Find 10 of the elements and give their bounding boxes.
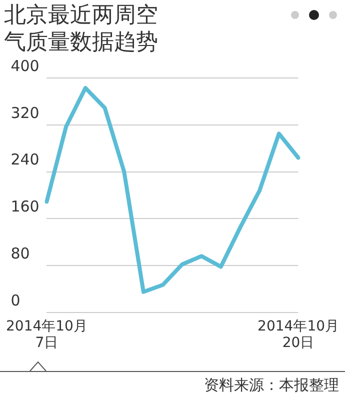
y-tick-label: 0 [10,291,20,310]
chart-title: 北京最近两周空气质量数据趋势 [4,2,159,56]
x-tick-label: 2014年10月7日 [6,318,88,352]
y-tick-label: 400 [10,56,40,75]
text: 资料来源：本报整理 [204,376,339,395]
y-tick-label: 240 [10,150,40,169]
y-tick-label: 160 [10,198,40,216]
y-tick-label: 80 [10,244,30,262]
x-tick-label: 2014年10月20日 [258,318,340,352]
y-tick-label: 320 [10,104,40,122]
